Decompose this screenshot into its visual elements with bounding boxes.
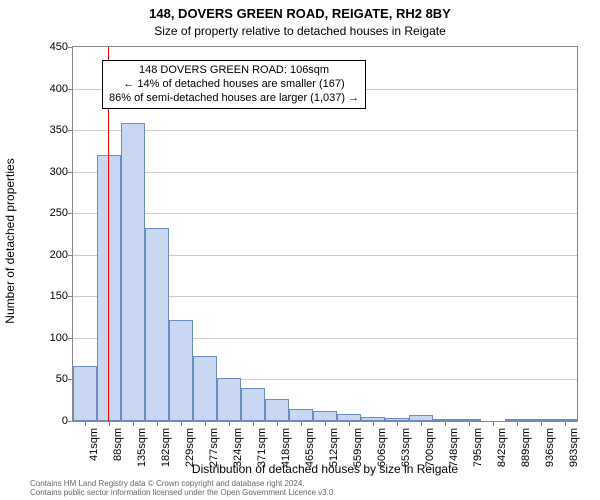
y-tick-mark (68, 338, 72, 339)
x-tick-mark (205, 422, 206, 426)
histogram-bar (193, 356, 217, 421)
y-tick-mark (68, 296, 72, 297)
gridline (73, 172, 577, 173)
y-tick-mark (68, 421, 72, 422)
x-tick-mark (373, 422, 374, 426)
x-tick-label: 795sqm (473, 428, 485, 467)
x-tick-mark (325, 422, 326, 426)
histogram-bar (409, 415, 433, 421)
x-tick-mark (229, 422, 230, 426)
histogram-bar (289, 409, 313, 421)
x-tick-label: 277sqm (209, 428, 221, 467)
histogram-bar (265, 399, 289, 421)
y-tick-label: 150 (28, 290, 68, 302)
x-tick-mark (445, 422, 446, 426)
x-tick-label: 418sqm (281, 428, 293, 467)
x-tick-label: 748sqm (449, 428, 461, 467)
y-tick-mark (68, 213, 72, 214)
x-tick-label: 465sqm (305, 428, 317, 467)
credits-line-2: Contains public sector information licen… (30, 488, 336, 497)
chart-title-address: 148, DOVERS GREEN ROAD, REIGATE, RH2 8BY (0, 6, 600, 21)
y-tick-mark (68, 47, 72, 48)
x-tick-label: 135sqm (137, 428, 149, 467)
x-tick-label: 512sqm (329, 428, 341, 467)
x-tick-mark (85, 422, 86, 426)
x-tick-mark (493, 422, 494, 426)
histogram-bar (97, 155, 121, 421)
x-tick-label: 41sqm (89, 428, 101, 461)
y-axis-title: Number of detached properties (3, 158, 17, 323)
y-tick-label: 100 (28, 332, 68, 344)
gridline (73, 130, 577, 131)
annotation-line: ← 14% of detached houses are smaller (16… (109, 78, 359, 92)
y-tick-label: 450 (28, 41, 68, 53)
y-tick-mark (68, 89, 72, 90)
histogram-bar (433, 419, 457, 421)
chart-container: 148, DOVERS GREEN ROAD, REIGATE, RH2 8BY… (0, 0, 600, 500)
histogram-bar (169, 320, 193, 421)
histogram-bar (313, 411, 337, 421)
credits-line-1: Contains HM Land Registry data © Crown c… (30, 479, 336, 488)
x-tick-label: 700sqm (425, 428, 437, 467)
x-tick-mark (565, 422, 566, 426)
chart-subtitle: Size of property relative to detached ho… (0, 24, 600, 38)
y-tick-mark (68, 172, 72, 173)
y-tick-label: 350 (28, 124, 68, 136)
x-tick-label: 559sqm (353, 428, 365, 467)
histogram-bar (529, 419, 553, 421)
histogram-bar (121, 123, 145, 421)
x-tick-mark (109, 422, 110, 426)
x-tick-mark (421, 422, 422, 426)
y-tick-label: 50 (28, 373, 68, 385)
y-tick-mark (68, 255, 72, 256)
x-tick-mark (517, 422, 518, 426)
x-tick-mark (133, 422, 134, 426)
x-tick-label: 371sqm (257, 428, 269, 467)
histogram-bar (337, 414, 361, 421)
x-tick-label: 983sqm (569, 428, 581, 467)
x-tick-mark (301, 422, 302, 426)
x-tick-label: 842sqm (497, 428, 509, 467)
x-tick-label: 936sqm (545, 428, 557, 467)
histogram-bar (505, 419, 529, 421)
x-tick-mark (541, 422, 542, 426)
x-tick-label: 229sqm (185, 428, 197, 467)
histogram-bar (457, 419, 481, 421)
y-tick-label: 0 (28, 415, 68, 427)
x-tick-mark (157, 422, 158, 426)
x-tick-label: 653sqm (401, 428, 413, 467)
x-tick-label: 889sqm (521, 428, 533, 467)
y-tick-mark (68, 130, 72, 131)
y-tick-mark (68, 379, 72, 380)
gridline (73, 213, 577, 214)
histogram-bar (217, 378, 241, 421)
x-tick-mark (349, 422, 350, 426)
x-tick-label: 182sqm (161, 428, 173, 467)
histogram-bar (145, 228, 169, 421)
annotation-line: 148 DOVERS GREEN ROAD: 106sqm (109, 64, 359, 78)
annotation-box: 148 DOVERS GREEN ROAD: 106sqm← 14% of de… (102, 60, 366, 109)
x-tick-label: 324sqm (233, 428, 245, 467)
x-tick-mark (277, 422, 278, 426)
x-tick-label: 88sqm (113, 428, 125, 461)
x-tick-mark (181, 422, 182, 426)
credits-block: Contains HM Land Registry data © Crown c… (30, 479, 336, 497)
x-tick-mark (469, 422, 470, 426)
y-tick-label: 250 (28, 207, 68, 219)
histogram-bar (73, 366, 97, 421)
histogram-bar (241, 388, 265, 421)
histogram-bar (385, 418, 409, 421)
x-tick-mark (397, 422, 398, 426)
histogram-bar (361, 417, 385, 421)
x-tick-label: 606sqm (377, 428, 389, 467)
annotation-line: 86% of semi-detached houses are larger (… (109, 92, 359, 106)
y-tick-label: 400 (28, 83, 68, 95)
x-tick-mark (253, 422, 254, 426)
histogram-bar (553, 419, 577, 421)
y-tick-label: 200 (28, 249, 68, 261)
y-tick-label: 300 (28, 166, 68, 178)
